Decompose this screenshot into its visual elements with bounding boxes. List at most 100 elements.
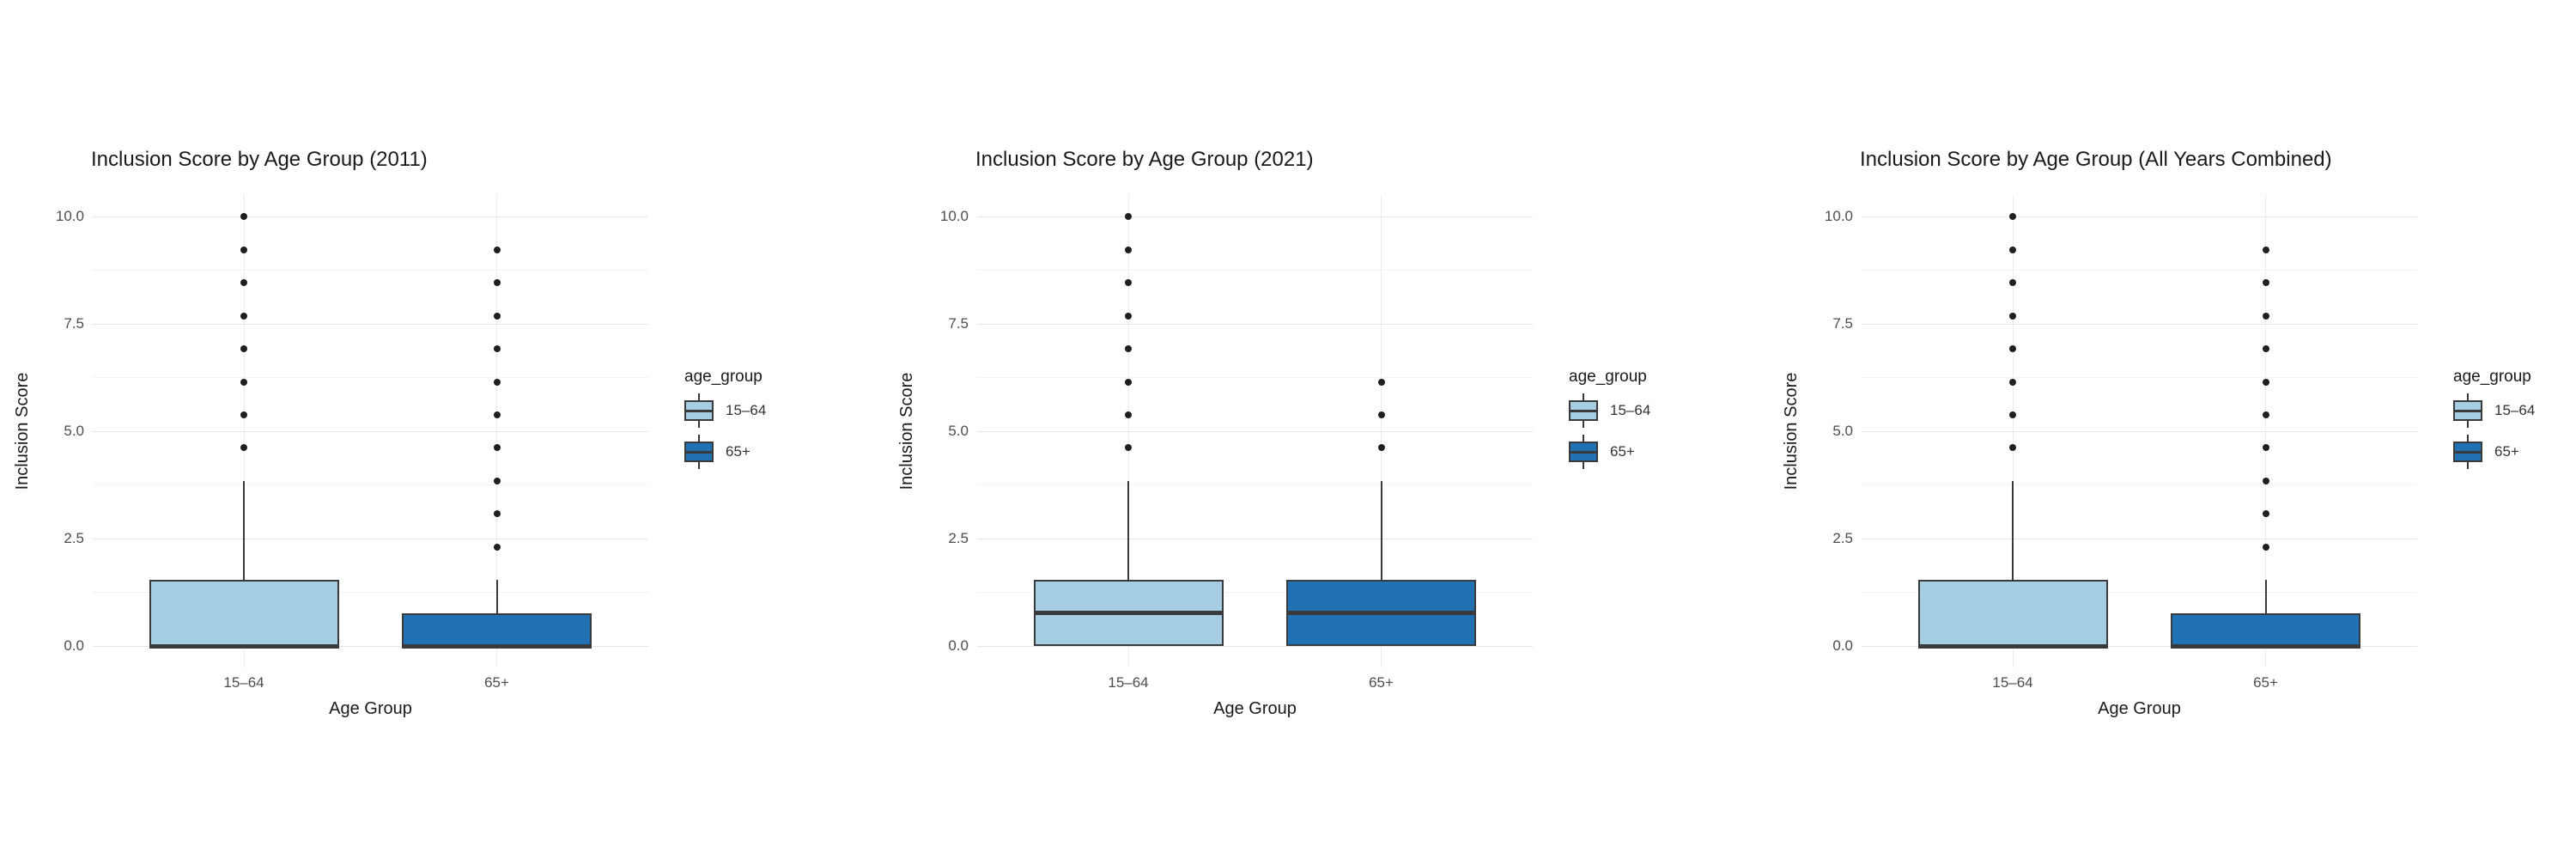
legend-label: 65+ [2494, 443, 2519, 460]
y-tick-label: 0.0 [1832, 637, 1853, 654]
plot-panel [93, 195, 648, 667]
legend-title: age_group [2453, 368, 2531, 386]
x-tick-label: 65+ [2253, 674, 2278, 691]
outlier-dot [493, 312, 501, 320]
outlier-dot [1125, 312, 1132, 320]
y-tick-label: 2.5 [64, 530, 84, 546]
upper-whisker-15-64 [1127, 480, 1129, 580]
chart-title: Inclusion Score by Age Group (2011) [91, 148, 428, 171]
x-tick-label: 15–64 [1108, 674, 1149, 691]
chart-all-years: Inclusion Score by Age Group (All Years … [1769, 0, 2576, 859]
gridline-major [93, 645, 648, 647]
gridline-minor [93, 484, 648, 485]
gridline-minor [1862, 484, 2417, 485]
outlier-dot [2009, 312, 2016, 320]
x-tick-label: 65+ [1369, 674, 1394, 691]
gridline-minor [977, 377, 1533, 378]
y-tick-label: 0.0 [948, 637, 969, 654]
legend-label: 15–64 [1610, 402, 1651, 418]
legend-label: 15–64 [2494, 402, 2536, 418]
x-axis-title: Age Group [1213, 699, 1297, 718]
outlier-dot [240, 378, 247, 386]
outlier-dot [493, 444, 501, 451]
boxplot-key-icon [684, 393, 714, 428]
y-tick-label: 10.0 [939, 208, 969, 224]
legend-items: 15–64 65+ [684, 393, 766, 469]
outlier-dot [2262, 345, 2269, 352]
upper-whisker-65plus [1380, 480, 1382, 580]
gridline-major [93, 216, 648, 217]
outlier-dot [1125, 246, 1132, 253]
gridline-major [1862, 216, 2417, 217]
gridline-minor [977, 270, 1533, 271]
plot-panel [1862, 195, 2417, 667]
legend-item: 15–64 [1569, 393, 1650, 428]
x-tick-label: 15–64 [1992, 674, 2033, 691]
y-tick-label: 10.0 [55, 208, 84, 224]
upper-whisker-65plus [495, 580, 498, 613]
gridline-major [1862, 323, 2417, 325]
gridline-major [93, 323, 648, 325]
gridline-minor [93, 377, 648, 378]
outlier-dot [2009, 411, 2016, 418]
gridline-minor [1862, 270, 2417, 271]
outlier-dot [2009, 444, 2016, 451]
plot-panel [977, 195, 1533, 667]
legend-items: 15–64 65+ [1569, 393, 1650, 469]
gridline-major [1862, 645, 2417, 647]
outlier-dot [1125, 444, 1132, 451]
outlier-dot [240, 345, 247, 352]
x-axis-title: Age Group [329, 699, 412, 718]
outlier-dot [2009, 378, 2016, 386]
outlier-dot [240, 279, 247, 286]
outlier-dot [2262, 543, 2269, 551]
median-line-65plus [402, 643, 592, 649]
outlier-dot [2262, 279, 2269, 286]
gridline-minor [977, 484, 1533, 485]
box-15-64 [1917, 580, 2108, 646]
legend-title: age_group [684, 368, 762, 386]
outlier-dot [2009, 246, 2016, 253]
y-tick-label: 7.5 [64, 315, 84, 332]
legend-item: 65+ [684, 435, 766, 469]
median-line-65plus [1286, 611, 1476, 615]
chart-title: Inclusion Score by Age Group (2021) [975, 148, 1314, 171]
outlier-dot [493, 543, 501, 551]
chart-title: Inclusion Score by Age Group (All Years … [1860, 148, 2332, 171]
chart-2011: Inclusion Score by Age Group (2011) Incl… [0, 0, 833, 859]
y-tick-label: 5.0 [948, 423, 969, 439]
outlier-dot [493, 378, 501, 386]
key-median [2453, 451, 2482, 454]
outlier-dot [2262, 411, 2269, 418]
gridline-major [977, 645, 1533, 647]
legend-label: 65+ [1610, 443, 1635, 460]
outlier-dot [2262, 246, 2269, 253]
outlier-dot [1125, 411, 1132, 418]
outlier-dot [240, 444, 247, 451]
key-median [684, 451, 714, 454]
chart-2021: Inclusion Score by Age Group (2021) Incl… [884, 0, 1717, 859]
y-tick-label: 5.0 [64, 423, 84, 439]
outlier-dot [1125, 378, 1132, 386]
key-median [684, 410, 714, 412]
outlier-dot [2009, 345, 2016, 352]
outlier-dot [240, 312, 247, 320]
gridline-major [93, 430, 648, 432]
outlier-dot [493, 510, 501, 517]
legend-title: age_group [1569, 368, 1647, 386]
legend-item: 65+ [2453, 435, 2535, 469]
box-65plus [2171, 612, 2360, 646]
gridline-minor [1862, 592, 2417, 593]
outlier-dot [240, 411, 247, 418]
gridline-major [977, 216, 1533, 217]
outlier-dot [493, 477, 501, 484]
box-15-64 [149, 580, 339, 646]
key-median [1569, 410, 1598, 412]
boxplot-key-icon [2453, 393, 2482, 428]
y-tick-label: 7.5 [1832, 315, 1853, 332]
legend: age_group 15–64 65+ [684, 368, 766, 469]
upper-whisker-15-64 [2012, 480, 2014, 580]
median-line-15-64 [149, 643, 339, 649]
outlier-dot [2262, 477, 2269, 484]
